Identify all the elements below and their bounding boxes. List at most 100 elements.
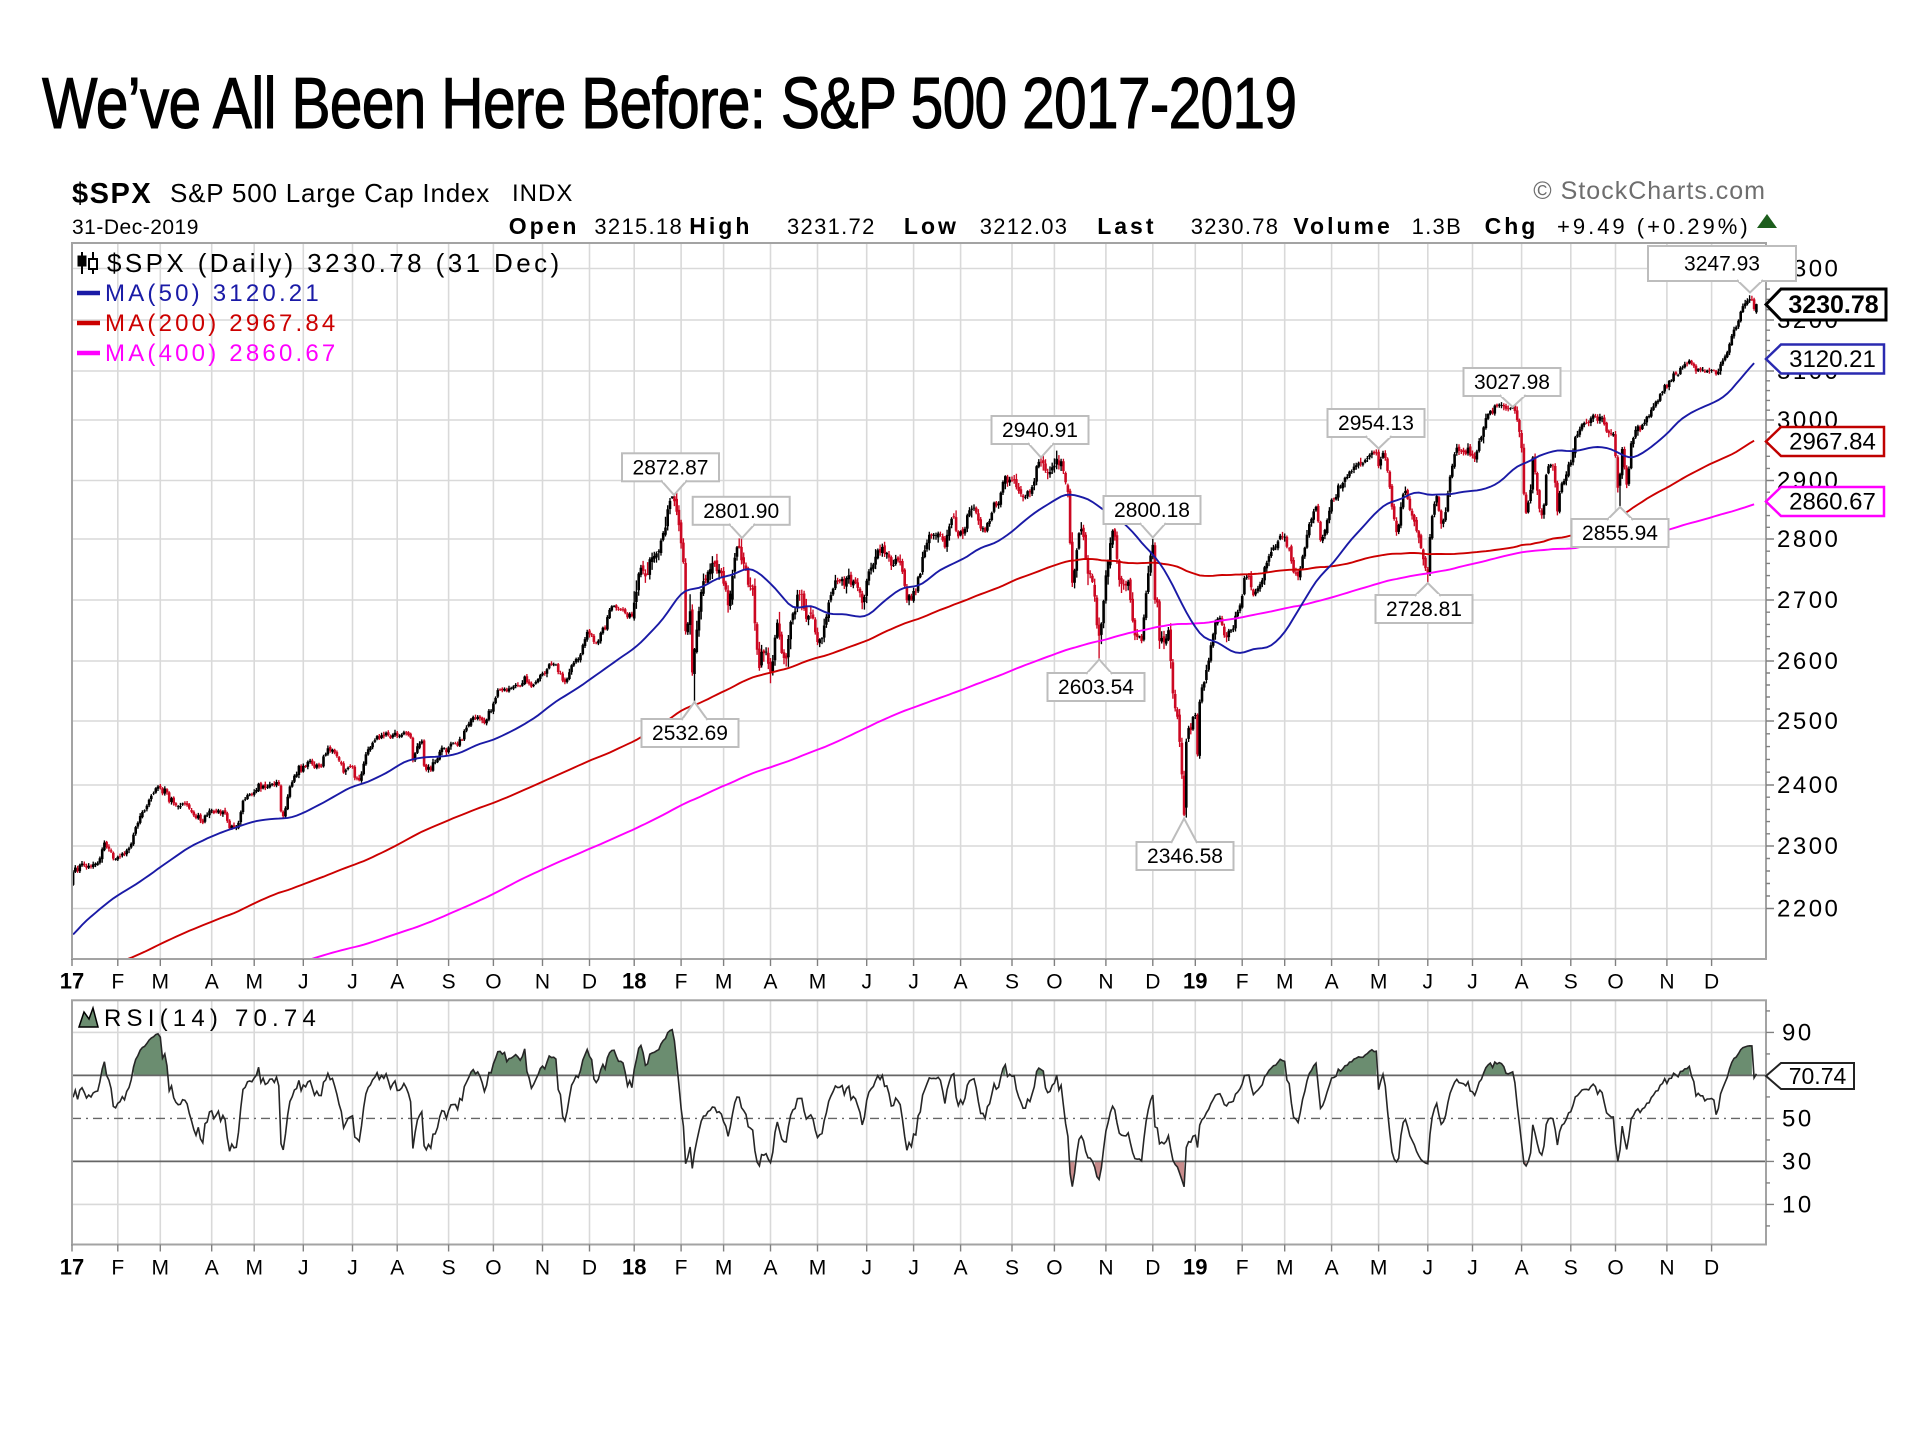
svg-text:3230.78: 3230.78 xyxy=(1788,291,1878,319)
svg-text:2954.13: 2954.13 xyxy=(1338,412,1414,435)
svg-text:2855.94: 2855.94 xyxy=(1582,522,1658,545)
svg-text:J: J xyxy=(347,971,358,994)
svg-text:31-Dec-2019: 31-Dec-2019 xyxy=(72,216,199,239)
svg-text:M: M xyxy=(1370,971,1388,994)
svg-text:High: High xyxy=(689,213,752,239)
svg-text:A: A xyxy=(763,1257,777,1280)
svg-text:J: J xyxy=(1467,971,1478,994)
svg-text:D: D xyxy=(1145,971,1160,994)
svg-text:3230.78: 3230.78 xyxy=(1191,214,1280,239)
svg-text:J: J xyxy=(1423,971,1434,994)
svg-text:90: 90 xyxy=(1782,1019,1814,1046)
svg-text:S: S xyxy=(1005,1257,1019,1280)
svg-text:2532.69: 2532.69 xyxy=(652,722,728,745)
svg-text:J: J xyxy=(1423,1257,1434,1280)
svg-text:O: O xyxy=(485,971,501,994)
svg-text:M: M xyxy=(809,971,827,994)
svg-text:2800.18: 2800.18 xyxy=(1114,499,1190,522)
svg-text:J: J xyxy=(861,1257,872,1280)
svg-text:O: O xyxy=(485,1257,501,1280)
svg-text:J: J xyxy=(347,1257,358,1280)
svg-text:2728.81: 2728.81 xyxy=(1386,598,1462,621)
svg-text:2800: 2800 xyxy=(1777,526,1840,553)
svg-text:J: J xyxy=(298,971,309,994)
svg-text:S: S xyxy=(442,1257,456,1280)
svg-text:Low: Low xyxy=(904,213,959,239)
svg-text:F: F xyxy=(1236,1257,1249,1280)
svg-text:2967.84: 2967.84 xyxy=(1789,429,1876,456)
svg-text:A: A xyxy=(1325,971,1339,994)
svg-text:M: M xyxy=(152,971,170,994)
svg-text:O: O xyxy=(1046,971,1062,994)
svg-text:A: A xyxy=(1325,1257,1339,1280)
svg-text:N: N xyxy=(535,971,550,994)
svg-text:F: F xyxy=(675,971,688,994)
svg-text:Chg: Chg xyxy=(1485,213,1539,239)
svg-text:2400: 2400 xyxy=(1777,772,1840,799)
svg-text:J: J xyxy=(908,971,919,994)
svg-text:O: O xyxy=(1046,1257,1062,1280)
svg-text:D: D xyxy=(1704,1257,1719,1280)
svg-text:S: S xyxy=(442,971,456,994)
svg-text:3027.98: 3027.98 xyxy=(1474,371,1550,394)
svg-text:2801.90: 2801.90 xyxy=(703,500,779,523)
svg-text:2500: 2500 xyxy=(1777,708,1840,735)
svg-text:3215.18: 3215.18 xyxy=(594,214,683,239)
svg-text:3120.21: 3120.21 xyxy=(1789,346,1876,373)
svg-text:M: M xyxy=(152,1257,170,1280)
svg-text:3231.72: 3231.72 xyxy=(787,214,876,239)
svg-text:3247.93: 3247.93 xyxy=(1684,253,1760,276)
svg-text:18: 18 xyxy=(622,969,646,994)
svg-text:17: 17 xyxy=(60,969,84,994)
svg-text:M: M xyxy=(245,971,263,994)
svg-text:RSI(14) 70.74: RSI(14) 70.74 xyxy=(104,1005,321,1032)
svg-text:A: A xyxy=(763,971,777,994)
svg-text:A: A xyxy=(1515,971,1529,994)
svg-text:+9.49 (+0.29%): +9.49 (+0.29%) xyxy=(1557,214,1751,239)
svg-text:M: M xyxy=(245,1257,263,1280)
svg-text:17: 17 xyxy=(60,1255,84,1280)
svg-text:A: A xyxy=(205,971,219,994)
svg-text:MA(400) 2860.67: MA(400) 2860.67 xyxy=(105,340,338,367)
svg-text:M: M xyxy=(809,1257,827,1280)
svg-text:INDX: INDX xyxy=(512,180,573,207)
svg-text:F: F xyxy=(1236,971,1249,994)
svg-text:MA(50) 3120.21: MA(50) 3120.21 xyxy=(105,280,322,307)
svg-text:N: N xyxy=(1098,971,1113,994)
svg-text:2872.87: 2872.87 xyxy=(633,456,709,479)
svg-text:F: F xyxy=(111,1257,124,1280)
svg-text:J: J xyxy=(908,1257,919,1280)
svg-text:$SPX (Daily) 3230.78 (31 Dec): $SPX (Daily) 3230.78 (31 Dec) xyxy=(107,248,563,278)
svg-text:10: 10 xyxy=(1782,1191,1814,1218)
svg-text:M: M xyxy=(715,971,733,994)
svg-text:19: 19 xyxy=(1183,1255,1207,1280)
svg-text:J: J xyxy=(1467,1257,1478,1280)
svg-text:50: 50 xyxy=(1782,1105,1814,1132)
svg-text:D: D xyxy=(1704,971,1719,994)
svg-text:2600: 2600 xyxy=(1777,648,1840,675)
svg-text:MA(200) 2967.84: MA(200) 2967.84 xyxy=(105,310,338,337)
svg-text:© StockCharts.com: © StockCharts.com xyxy=(1533,177,1766,205)
svg-text:S&P 500 Large Cap Index: S&P 500 Large Cap Index xyxy=(170,178,490,208)
svg-text:D: D xyxy=(1145,1257,1160,1280)
svg-text:F: F xyxy=(111,971,124,994)
svg-text:Volume: Volume xyxy=(1293,213,1392,239)
svg-text:M: M xyxy=(1276,971,1294,994)
svg-text:19: 19 xyxy=(1183,969,1207,994)
svg-text:A: A xyxy=(954,971,968,994)
svg-text:J: J xyxy=(861,971,872,994)
svg-text:Last: Last xyxy=(1097,213,1156,239)
svg-text:S: S xyxy=(1564,1257,1578,1280)
svg-text:O: O xyxy=(1607,971,1623,994)
svg-text:2200: 2200 xyxy=(1777,896,1840,923)
svg-text:A: A xyxy=(1515,1257,1529,1280)
svg-text:A: A xyxy=(954,1257,968,1280)
svg-text:D: D xyxy=(582,971,597,994)
svg-text:A: A xyxy=(205,1257,219,1280)
svg-text:A: A xyxy=(390,971,404,994)
svg-text:S: S xyxy=(1005,971,1019,994)
svg-text:3212.03: 3212.03 xyxy=(980,214,1069,239)
svg-text:M: M xyxy=(1276,1257,1294,1280)
svg-text:N: N xyxy=(535,1257,550,1280)
svg-text:2346.58: 2346.58 xyxy=(1147,845,1223,868)
